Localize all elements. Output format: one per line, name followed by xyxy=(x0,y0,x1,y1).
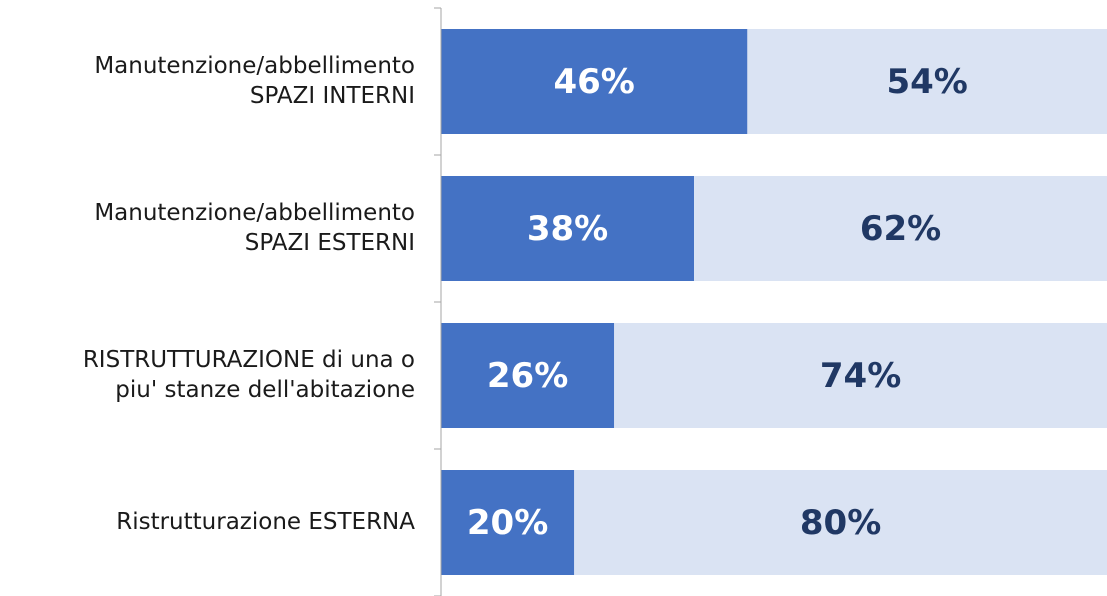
bar-segment xyxy=(441,29,748,134)
bar-segment xyxy=(441,470,575,575)
bar-segment xyxy=(441,323,615,428)
category-label: RISTRUTTURAZIONE di una o xyxy=(83,347,415,373)
value-label: 74% xyxy=(820,356,901,396)
category-label: SPAZI ESTERNI xyxy=(245,230,415,256)
category-label: Ristrutturazione ESTERNA xyxy=(116,509,415,535)
value-label: 20% xyxy=(467,503,548,543)
bar-segment xyxy=(441,176,695,281)
bar-segment xyxy=(574,470,1107,575)
category-label: Manutenzione/abbellimento xyxy=(94,53,415,79)
bar-segment xyxy=(614,323,1107,428)
category-label: SPAZI INTERNI xyxy=(250,83,415,109)
value-label: 62% xyxy=(860,209,941,249)
bar-segment xyxy=(694,176,1107,281)
value-label: 54% xyxy=(886,62,967,102)
category-label: piu' stanze dell'abitazione xyxy=(115,377,415,403)
value-label: 26% xyxy=(487,356,568,396)
value-label: 80% xyxy=(800,503,881,543)
category-label: Manutenzione/abbellimento xyxy=(94,200,415,226)
value-label: 46% xyxy=(553,62,634,102)
bar-segment xyxy=(747,29,1107,134)
value-label: 38% xyxy=(527,209,608,249)
